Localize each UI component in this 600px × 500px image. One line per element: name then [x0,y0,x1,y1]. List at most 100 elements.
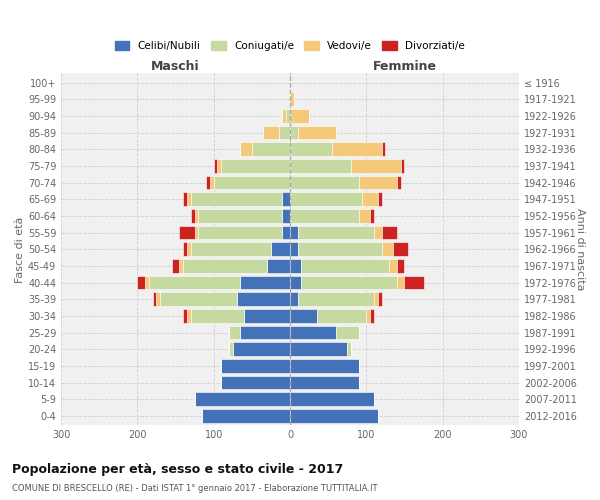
Bar [397,176,401,190]
Bar [351,159,401,173]
Bar [290,292,298,306]
Bar [229,342,233,356]
Bar [278,126,290,140]
Bar [374,226,382,239]
Bar [290,259,301,273]
Bar [172,259,179,273]
Bar [267,259,290,273]
Bar [191,192,283,206]
Bar [336,326,359,340]
Bar [137,276,145,289]
Bar [290,92,294,106]
Bar [187,309,191,323]
Bar [301,276,397,289]
Y-axis label: Anni di nascita: Anni di nascita [575,208,585,290]
Bar [393,242,408,256]
Bar [183,309,187,323]
Text: Popolazione per età, sesso e stato civile - 2017: Popolazione per età, sesso e stato civil… [12,462,343,475]
Bar [298,292,374,306]
Bar [241,276,290,289]
Bar [244,309,290,323]
Bar [290,392,374,406]
Y-axis label: Fasce di età: Fasce di età [15,216,25,282]
Bar [191,309,244,323]
Bar [217,159,221,173]
Bar [290,376,359,390]
Bar [290,142,332,156]
Bar [183,259,267,273]
Bar [283,109,286,123]
Bar [187,242,191,256]
Bar [160,292,236,306]
Bar [401,159,404,173]
Bar [179,226,194,239]
Bar [317,309,366,323]
Bar [290,242,298,256]
Bar [359,176,397,190]
Text: Femmine: Femmine [373,60,436,74]
Bar [229,326,241,340]
Bar [214,176,290,190]
Bar [290,309,317,323]
Bar [397,276,404,289]
Bar [378,292,382,306]
Bar [283,209,290,223]
Bar [332,142,382,156]
Bar [290,276,301,289]
Bar [183,192,187,206]
Bar [362,192,378,206]
Bar [370,309,374,323]
Bar [298,226,374,239]
Bar [389,259,397,273]
Text: COMUNE DI BRESCELLO (RE) - Dati ISTAT 1° gennaio 2017 - Elaborazione TUTTITALIA.: COMUNE DI BRESCELLO (RE) - Dati ISTAT 1°… [12,484,377,493]
Bar [290,226,298,239]
Bar [298,126,336,140]
Bar [199,226,283,239]
Bar [210,176,214,190]
Bar [187,192,191,206]
Bar [145,276,149,289]
Bar [382,242,393,256]
Bar [378,192,382,206]
Bar [382,226,397,239]
Bar [263,126,278,140]
Text: Maschi: Maschi [151,60,200,74]
Bar [359,209,370,223]
Legend: Celibi/Nubili, Coniugati/e, Vedovi/e, Divorziati/e: Celibi/Nubili, Coniugati/e, Vedovi/e, Di… [110,36,469,55]
Bar [404,276,424,289]
Bar [194,392,290,406]
Bar [290,409,378,423]
Bar [252,142,290,156]
Bar [233,342,290,356]
Bar [152,292,157,306]
Bar [194,209,199,223]
Bar [347,342,351,356]
Bar [298,242,382,256]
Bar [374,292,378,306]
Bar [271,242,290,256]
Bar [286,109,290,123]
Bar [290,109,309,123]
Bar [191,209,194,223]
Bar [206,176,210,190]
Bar [179,259,183,273]
Bar [301,259,389,273]
Bar [241,142,252,156]
Bar [221,376,290,390]
Bar [283,192,290,206]
Bar [290,126,298,140]
Bar [366,309,370,323]
Bar [283,226,290,239]
Bar [290,159,351,173]
Bar [202,409,290,423]
Bar [221,159,290,173]
Bar [157,292,160,306]
Bar [194,226,199,239]
Bar [397,259,404,273]
Bar [199,209,283,223]
Bar [290,209,359,223]
Bar [370,209,374,223]
Bar [290,176,359,190]
Bar [221,359,290,373]
Bar [382,142,385,156]
